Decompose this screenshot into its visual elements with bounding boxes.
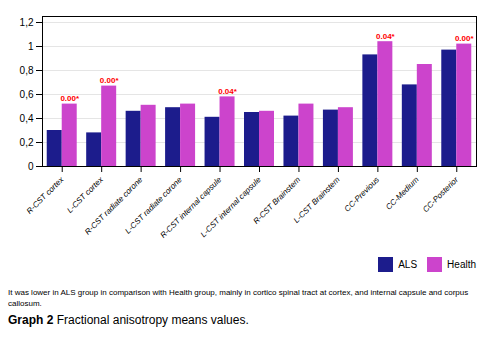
- svg-text:CC-Posterior: CC-Posterior: [421, 175, 460, 214]
- svg-text:0.04*: 0.04*: [218, 87, 238, 96]
- svg-text:0: 0: [28, 161, 34, 172]
- html-text:Health: Health: [447, 259, 476, 270]
- svg-text:R-CST cortex: R-CST cortex: [25, 174, 66, 215]
- html-text:ALS: ALS: [398, 259, 418, 270]
- svg-text:L-CST radiate corone: L-CST radiate corone: [123, 175, 184, 236]
- svg-text:0.04*: 0.04*: [376, 32, 396, 41]
- svg-text:1,2: 1,2: [20, 17, 34, 28]
- svg-text:L-CST internal capsule: L-CST internal capsule: [199, 175, 263, 239]
- svg-text:L-CST Brainstem: L-CST Brainstem: [292, 175, 342, 225]
- svg-text:0,6: 0,6: [20, 89, 34, 100]
- svg-text:0.00*: 0.00*: [455, 34, 475, 43]
- svg-text:0,2: 0,2: [20, 137, 34, 148]
- svg-text:0.00*: 0.00*: [60, 94, 80, 103]
- svg-text:0,4: 0,4: [20, 113, 34, 124]
- svg-text:0.00*: 0.00*: [100, 76, 120, 85]
- svg-text:CC-Medium: CC-Medium: [384, 175, 421, 212]
- svg-text:R-CST Brainstem: R-CST Brainstem: [251, 175, 303, 226]
- svg-text:R-CST internal capsule: R-CST internal capsule: [158, 175, 224, 240]
- svg-text:L-CST cortex: L-CST cortex: [65, 174, 105, 214]
- svg-text:R-CST radiate corone: R-CST radiate corone: [83, 175, 145, 237]
- svg-text:1: 1: [28, 41, 34, 52]
- svg-text:0,8: 0,8: [20, 65, 34, 76]
- html-text:Graph 2 Fractional anisotropy: Graph 2 Fractional anisotropy means valu…: [8, 312, 249, 327]
- svg-text:CC-Previous: CC-Previous: [343, 175, 381, 213]
- html-text:It was lower in ALS group in c: It was lower in ALS group in comparison …: [8, 288, 469, 308]
